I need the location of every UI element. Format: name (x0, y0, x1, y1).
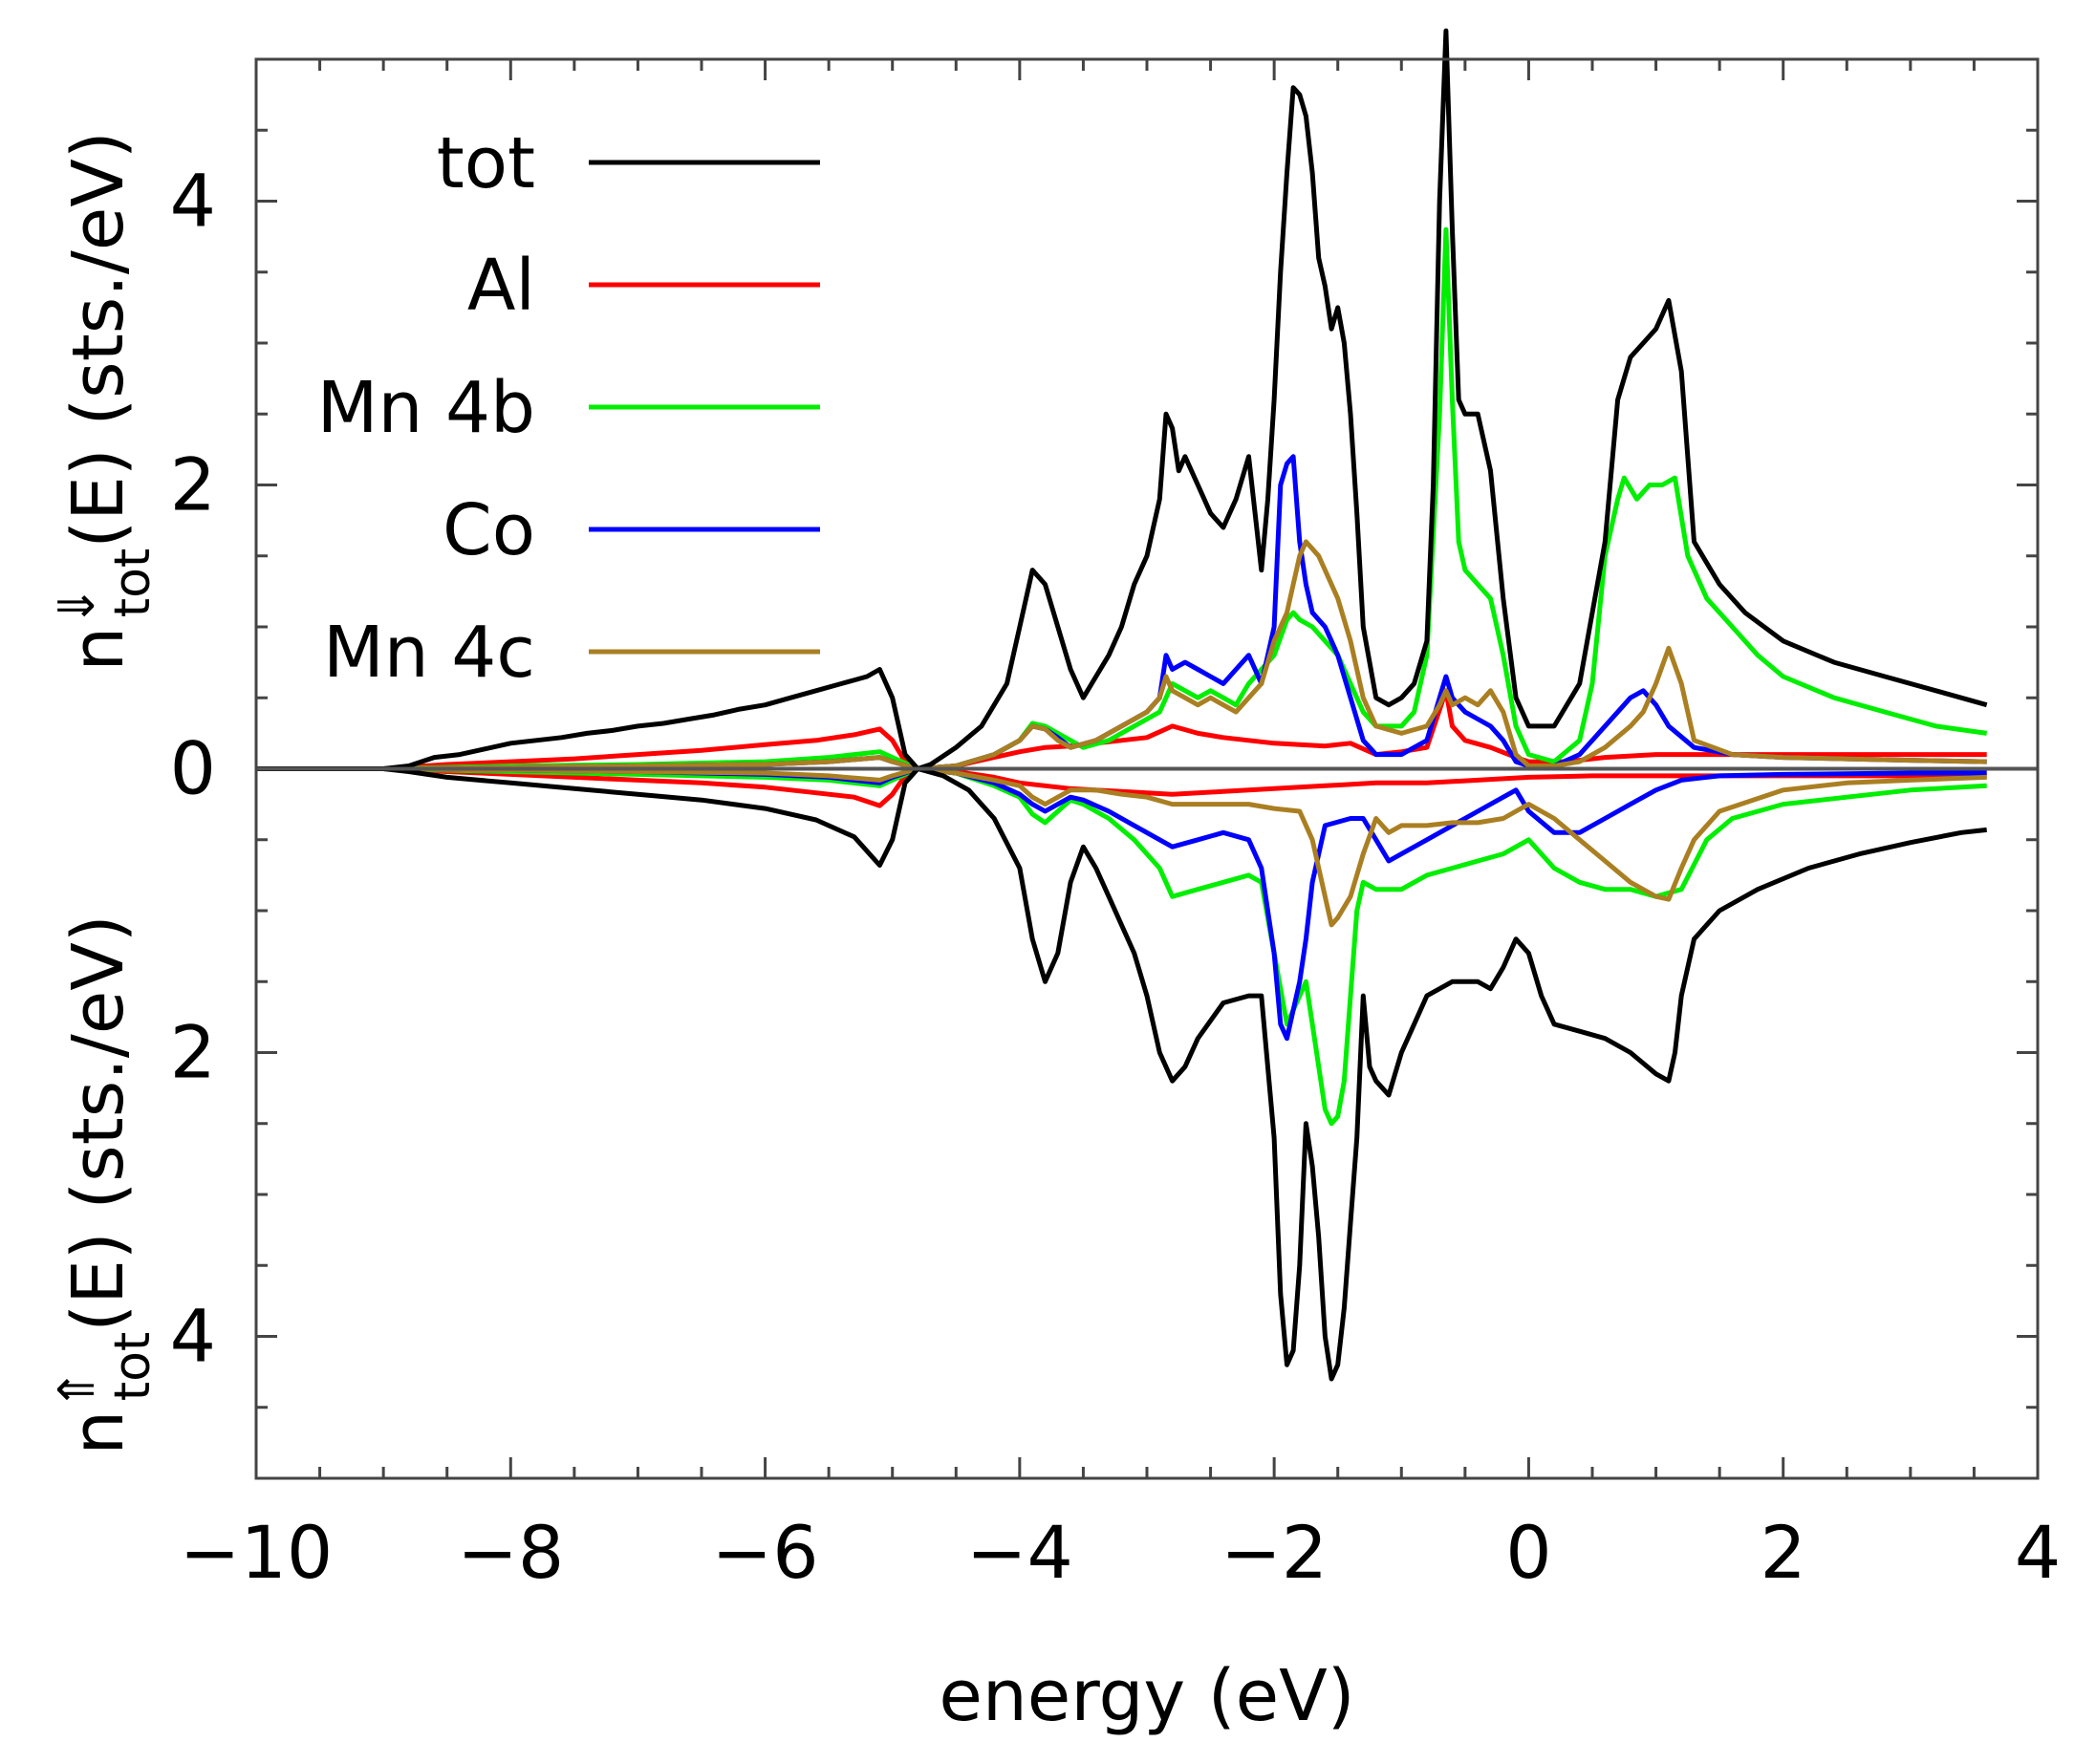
series-line-tot-down (256, 766, 1987, 1382)
legend-label-co: Co (443, 489, 535, 571)
y-tick-label: 2 (170, 442, 216, 527)
tick-labels: −10 −8 −6 −4 −2 0 2 4 4 2 0 2 4 (170, 159, 2062, 1596)
legend-label-mn-4b: Mn 4b (317, 367, 535, 449)
legend-label-mn-4c: Mn 4c (323, 612, 535, 694)
y-axis-label-up-tail: (E) (sts./eV) (57, 131, 140, 548)
y-axis-label-down-sub: tot (104, 1332, 162, 1402)
series-line-al-up (256, 688, 1987, 771)
series-line-mn-4c-up (256, 539, 1987, 771)
plot-frame (254, 57, 2040, 1480)
x-tick-label: −8 (457, 1510, 564, 1595)
series-line-tot-up (256, 28, 1988, 771)
x-tick-label: −2 (1221, 1510, 1328, 1595)
y-axis-label-down-tail: (E) (sts./eV) (57, 914, 140, 1331)
y-axis-label-up: n⇓tot(E) (sts./eV) (49, 131, 162, 672)
y-axis-label-down-base: n (57, 1410, 140, 1455)
y-tick-label: 0 (170, 726, 216, 811)
x-tick-label: 2 (1761, 1510, 1806, 1595)
legend-label-al: Al (467, 245, 535, 327)
series-layer (256, 28, 1988, 1382)
y-tick-label: 2 (170, 1010, 216, 1095)
y-axis-label-up-base: n (57, 627, 140, 672)
x-tick-label: 0 (1505, 1510, 1551, 1595)
x-tick-label: 4 (2015, 1510, 2061, 1595)
y-tick-label: 4 (170, 159, 216, 244)
y-axis-label-down: n⇑tot(E) (sts./eV) (49, 914, 162, 1455)
y-axis-label-down-sup: ⇑ (49, 1368, 106, 1410)
x-tick-label: −6 (712, 1510, 819, 1595)
x-axis-label: energy (eV) (939, 1655, 1354, 1737)
y-axis-label-up-sub: tot (104, 549, 162, 618)
series-line-mn-4c-down (256, 766, 1987, 928)
legend: tot Al Mn 4b Co Mn 4c (317, 122, 820, 694)
y-tick-label: 4 (170, 1294, 216, 1379)
x-tick-label: −10 (180, 1510, 333, 1595)
legend-label-tot: tot (437, 122, 535, 204)
y-axis-label-up-sup: ⇓ (49, 585, 106, 627)
x-tick-label: −4 (966, 1510, 1073, 1595)
series-line-al-down (256, 766, 1987, 808)
tick-marks (254, 57, 2040, 1480)
